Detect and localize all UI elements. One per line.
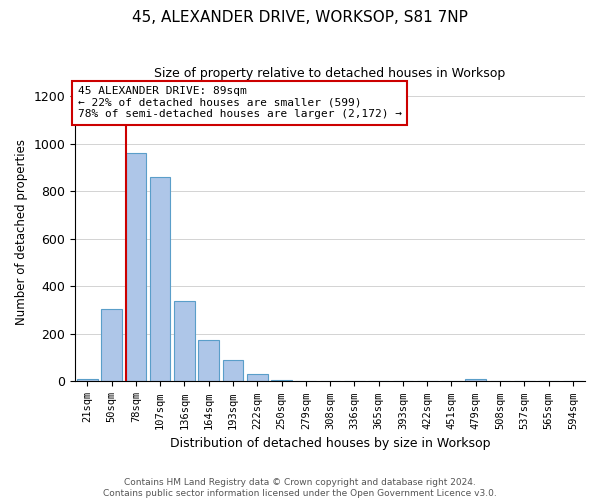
Bar [247, 374, 268, 382]
Bar [101, 309, 122, 382]
Y-axis label: Number of detached properties: Number of detached properties [15, 138, 28, 324]
Bar [271, 380, 292, 382]
Title: Size of property relative to detached houses in Worksop: Size of property relative to detached ho… [154, 68, 506, 80]
Text: Contains HM Land Registry data © Crown copyright and database right 2024.
Contai: Contains HM Land Registry data © Crown c… [103, 478, 497, 498]
Bar [199, 340, 219, 382]
X-axis label: Distribution of detached houses by size in Worksop: Distribution of detached houses by size … [170, 437, 490, 450]
Bar [150, 177, 170, 382]
Bar [174, 300, 195, 382]
Text: 45, ALEXANDER DRIVE, WORKSOP, S81 7NP: 45, ALEXANDER DRIVE, WORKSOP, S81 7NP [132, 10, 468, 25]
Bar [125, 153, 146, 382]
Text: 45 ALEXANDER DRIVE: 89sqm
← 22% of detached houses are smaller (599)
78% of semi: 45 ALEXANDER DRIVE: 89sqm ← 22% of detac… [78, 86, 402, 120]
Bar [466, 379, 486, 382]
Bar [77, 379, 98, 382]
Bar [223, 360, 243, 382]
